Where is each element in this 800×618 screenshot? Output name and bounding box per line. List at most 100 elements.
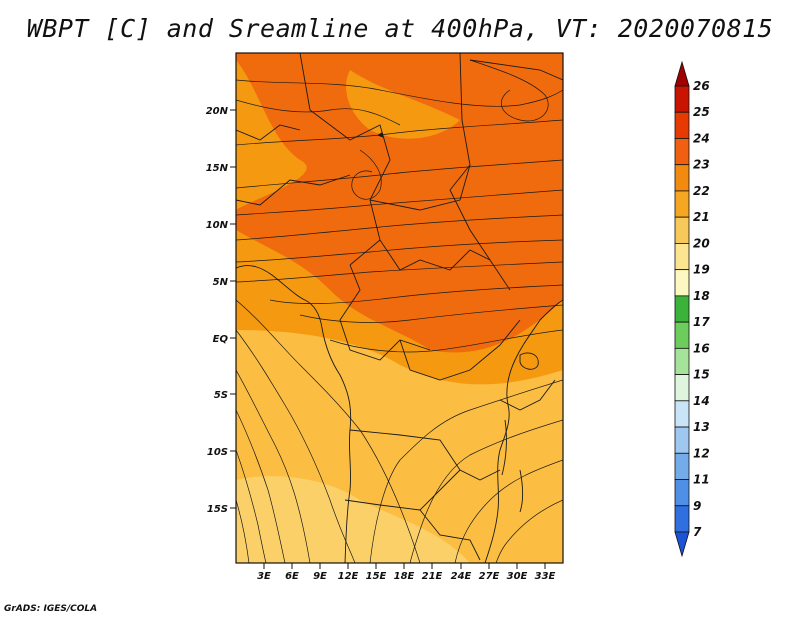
border bbox=[236, 124, 301, 141]
streamline bbox=[269, 284, 563, 304]
colorbar-segment bbox=[674, 426, 690, 454]
streamline bbox=[495, 499, 563, 563]
lat-tick: 5N bbox=[213, 277, 236, 288]
lon-label: 21E bbox=[422, 571, 443, 582]
lat-tick: EQ bbox=[213, 334, 236, 345]
colorbar-segment bbox=[674, 243, 690, 271]
lon-tick: 21E bbox=[422, 563, 443, 582]
colorbar-label: 15 bbox=[693, 368, 710, 382]
colorbar-label: 26 bbox=[693, 79, 710, 93]
lon-label: 27E bbox=[479, 571, 500, 582]
colorbar-label: 25 bbox=[693, 105, 710, 119]
streamline bbox=[236, 369, 311, 563]
colorbar-segment bbox=[674, 452, 690, 480]
streamline bbox=[469, 59, 549, 122]
streamline bbox=[299, 304, 563, 323]
border bbox=[499, 379, 556, 411]
streamline bbox=[236, 449, 267, 563]
lat-tick: 5S bbox=[214, 390, 236, 401]
colorbar-label: 21 bbox=[693, 210, 710, 224]
lat-label: EQ bbox=[213, 334, 229, 345]
colorbar-segment bbox=[674, 321, 690, 349]
border bbox=[419, 509, 481, 561]
lat-label: 15S bbox=[207, 504, 228, 515]
colorbar-label: 16 bbox=[693, 341, 710, 355]
country-borders bbox=[236, 53, 563, 563]
lon-tick: 15E bbox=[366, 563, 387, 582]
map-frame bbox=[235, 52, 564, 564]
streamline bbox=[236, 299, 421, 563]
field-patch-west bbox=[236, 60, 307, 210]
streamline bbox=[454, 459, 563, 563]
streamline bbox=[369, 379, 563, 563]
colorbar-label: 24 bbox=[693, 131, 710, 145]
lat-tick: 10N bbox=[206, 220, 236, 231]
colorbar-segment bbox=[674, 190, 690, 218]
lon-label: 15E bbox=[366, 571, 387, 582]
colorbar-label: 11 bbox=[693, 473, 710, 487]
streamline bbox=[236, 99, 401, 126]
lon-label: 12E bbox=[338, 571, 359, 582]
lon-label: 33E bbox=[535, 571, 556, 582]
colorbar-segment bbox=[674, 269, 690, 297]
field-patch-north bbox=[346, 70, 460, 139]
border bbox=[299, 53, 391, 266]
lat-tick: 10S bbox=[207, 447, 236, 458]
streamline bbox=[236, 329, 356, 563]
lat-tick: 15N bbox=[206, 163, 236, 174]
lon-label: 18E bbox=[394, 571, 415, 582]
lon-axis: 3E 6E 9E 12E 15E 18E 21E 24E 27E 30E 33E bbox=[257, 563, 556, 582]
lake-malawi bbox=[519, 469, 524, 513]
colorbar-label: 13 bbox=[693, 420, 710, 434]
lake-tanganyika bbox=[501, 419, 507, 476]
colorbar-segment bbox=[674, 295, 690, 323]
colorbar-label: 22 bbox=[693, 184, 710, 198]
border bbox=[379, 239, 491, 271]
streamline bbox=[236, 261, 563, 283]
lon-tick: 24E bbox=[451, 563, 472, 582]
streamline bbox=[236, 499, 250, 563]
chart-title: WBPT [C] and Sreamline at 400hPa, VT: 20… bbox=[26, 14, 774, 43]
streamline bbox=[236, 189, 563, 216]
wbpt-field bbox=[236, 53, 563, 563]
colorbar-segment bbox=[674, 347, 690, 375]
lon-label: 30E bbox=[507, 571, 528, 582]
coastline-west bbox=[236, 265, 352, 563]
colorbar-segment bbox=[674, 505, 690, 533]
lat-label: 15N bbox=[206, 163, 229, 174]
colorbar-segment bbox=[674, 400, 690, 428]
colorbar-label: 7 bbox=[693, 525, 702, 539]
colorbar-segment bbox=[674, 85, 690, 113]
streamline bbox=[236, 79, 563, 107]
streamline bbox=[409, 419, 563, 563]
lon-label: 6E bbox=[285, 571, 299, 582]
colorbar: 26 25 24 23 22 21 20 19 18 17 16 15 14 13 12 11 9 7 bbox=[674, 60, 710, 558]
lon-tick: 33E bbox=[535, 563, 556, 582]
lon-tick: 12E bbox=[338, 563, 359, 582]
border bbox=[469, 59, 563, 81]
colorbar-segment bbox=[674, 138, 690, 166]
lon-tick: 6E bbox=[285, 563, 299, 582]
lat-label: 5N bbox=[213, 277, 229, 288]
colorbar-segment bbox=[674, 216, 690, 244]
colorbar-label: 12 bbox=[693, 446, 710, 460]
lon-label: 3E bbox=[257, 571, 271, 582]
colorbar-segment bbox=[674, 479, 690, 507]
coastline-east bbox=[484, 299, 563, 563]
lat-axis: 20N 15N 10N 5N EQ 5S 10S 15S bbox=[206, 106, 236, 515]
streamline bbox=[236, 409, 286, 563]
lat-tick: 15S bbox=[207, 504, 236, 515]
border bbox=[369, 164, 471, 211]
streamline bbox=[329, 329, 563, 353]
lon-tick: 18E bbox=[394, 563, 415, 582]
streamlines bbox=[236, 59, 563, 563]
colorbar-min-arrow bbox=[674, 531, 690, 558]
colorbar-label: 17 bbox=[693, 315, 710, 329]
lon-label: 24E bbox=[451, 571, 472, 582]
lat-label: 5S bbox=[214, 390, 228, 401]
border bbox=[349, 429, 501, 481]
streamline bbox=[236, 239, 563, 263]
colorbar-label: 23 bbox=[693, 158, 710, 172]
lake-victoria bbox=[519, 352, 539, 370]
streamline bbox=[236, 119, 563, 146]
